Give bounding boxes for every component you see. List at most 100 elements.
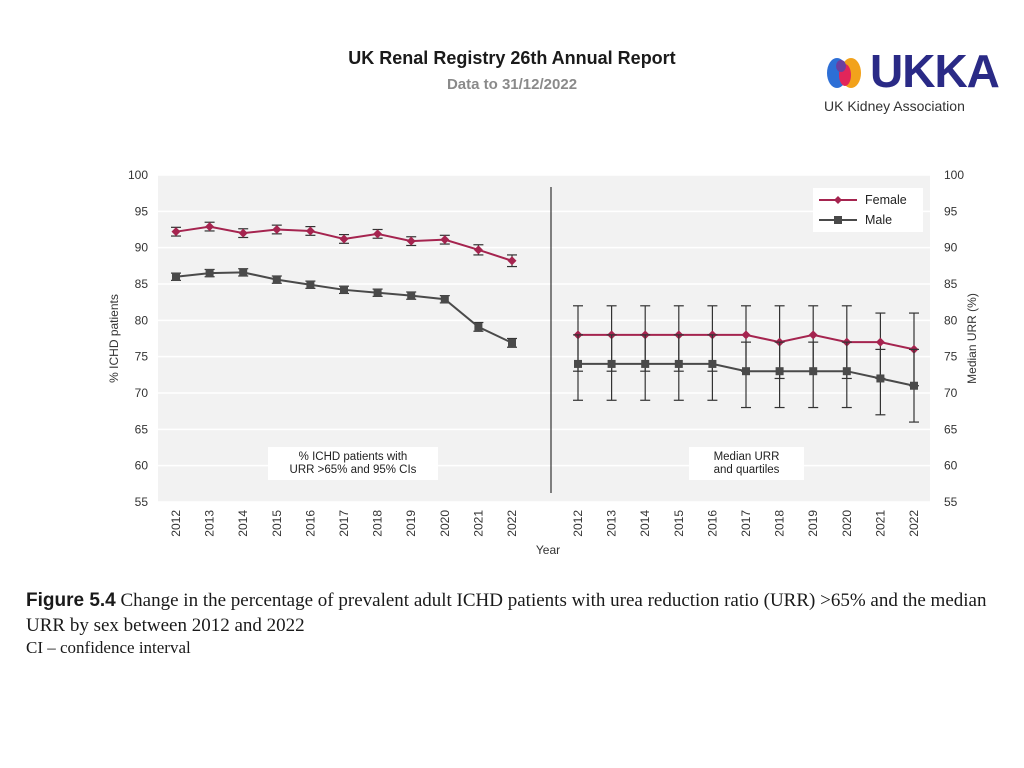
data-point-male <box>674 359 683 368</box>
data-point-female <box>875 337 885 347</box>
y-tick-label-right: 70 <box>944 386 958 400</box>
data-point-male <box>607 359 616 368</box>
y-tick-label-left: 85 <box>135 277 149 291</box>
data-point-male <box>809 367 818 376</box>
y-tick-label-left: 95 <box>135 204 149 218</box>
data-point-female <box>339 234 349 244</box>
data-point-male <box>474 322 483 331</box>
data-point-male <box>440 295 449 304</box>
data-point-female <box>171 227 181 237</box>
x-tick-label: 2019 <box>404 510 418 537</box>
y-tick-label-left: 80 <box>135 313 149 327</box>
data-point-male <box>641 359 650 368</box>
data-point-male <box>306 280 315 289</box>
data-point-female <box>238 228 248 238</box>
x-axis-title: Year <box>536 543 560 557</box>
y-tick-label-right: 75 <box>944 350 958 364</box>
y-tick-label-right: 65 <box>944 422 958 436</box>
x-tick-label: 2017 <box>739 510 753 537</box>
caption-note: CI – confidence interval <box>26 638 191 657</box>
y-tick-label-left: 55 <box>135 495 149 509</box>
legend-box <box>813 188 923 232</box>
x-tick-label: 2018 <box>773 510 787 537</box>
urr-chart: 55 55 60 60 65 65 70 70 75 75 80 80 85 85 90 90 95 95 100 1… <box>107 168 979 557</box>
y-tick-label-right: 55 <box>944 495 958 509</box>
data-point-female <box>205 222 215 232</box>
x-tick-label: 2014 <box>638 510 652 537</box>
x-tick-label: 2022 <box>505 510 519 537</box>
y-tick-label-left: 100 <box>128 168 148 182</box>
data-point-male <box>742 367 750 376</box>
x-tick-label: 2018 <box>371 510 385 537</box>
data-point-male <box>574 359 582 368</box>
logo-wordmark: UKKA <box>870 45 1000 97</box>
x-tick-label: 2017 <box>337 510 351 537</box>
legend-marker-female <box>834 196 842 204</box>
data-point-male <box>842 367 851 376</box>
y-tick-label-left: 70 <box>135 386 149 400</box>
annotation-left-box <box>268 447 438 480</box>
x-tick-label: 2022 <box>907 510 921 537</box>
y-tick-label-left: 75 <box>135 350 149 364</box>
x-tick-label: 2020 <box>840 510 854 537</box>
data-point-female <box>440 235 450 245</box>
data-point-male <box>205 269 214 278</box>
data-point-male <box>172 272 180 281</box>
y-axis-title-left: % ICHD patients <box>107 294 121 383</box>
data-point-male <box>407 291 416 300</box>
y-tick-label-left: 90 <box>135 241 149 255</box>
report-subtitle: Data to 31/12/2022 <box>446 76 578 93</box>
data-point-male <box>876 374 885 383</box>
data-point-male <box>373 288 382 297</box>
legend-label-male: Male <box>865 213 892 227</box>
data-point-male <box>239 268 248 277</box>
y-tick-label-left: 65 <box>135 422 149 436</box>
x-tick-label: 2019 <box>806 510 820 537</box>
annotation-left-text: URR >65% and 95% CIs <box>290 464 417 476</box>
data-point-male <box>910 381 918 390</box>
x-tick-label: 2021 <box>873 510 887 537</box>
x-tick-label: 2016 <box>705 510 719 537</box>
figure-label: Figure 5.4 <box>26 590 116 611</box>
x-tick-label: 2021 <box>471 510 485 537</box>
x-tick-label: 2013 <box>203 510 217 537</box>
annotation-right-text: Median URR <box>714 451 780 463</box>
data-point-male <box>708 359 717 368</box>
legend-marker-male <box>834 216 842 224</box>
data-point-male <box>775 367 784 376</box>
x-tick-label: 2014 <box>236 510 250 537</box>
annotation-right-box <box>689 447 804 480</box>
y-tick-label-left: 60 <box>135 459 149 473</box>
figure-caption-text: Change in the percentage of prevalent ad… <box>26 590 987 636</box>
data-point-female <box>406 236 416 246</box>
ukka-logo: UKKA UK Kidney Association <box>824 45 1000 120</box>
x-tick-label: 2012 <box>571 510 585 537</box>
figure-caption: Figure 5.4 Change in the percentage of p… <box>26 588 1016 638</box>
y-tick-label-right: 100 <box>944 168 964 182</box>
annotation-right-text: and quartiles <box>714 464 780 476</box>
data-point-male <box>508 338 516 347</box>
y-axis-title-right: Median URR (%) <box>965 293 979 384</box>
data-point-female <box>507 256 517 266</box>
x-tick-label: 2013 <box>605 510 619 537</box>
kidney-logo-icon <box>827 58 861 88</box>
y-tick-label-right: 80 <box>944 313 958 327</box>
data-point-female <box>808 330 818 340</box>
y-tick-label-right: 90 <box>944 241 958 255</box>
logo-name: UK Kidney Association <box>824 98 965 114</box>
x-tick-label: 2016 <box>303 510 317 537</box>
annotation-left-text: % ICHD patients with <box>299 451 408 463</box>
x-tick-label: 2020 <box>438 510 452 537</box>
report-title: UK Renal Registry 26th Annual Report <box>348 48 676 68</box>
data-point-male <box>340 285 348 294</box>
y-tick-label-right: 60 <box>944 459 958 473</box>
data-point-female <box>373 229 383 239</box>
data-point-female <box>741 330 751 340</box>
x-tick-label: 2015 <box>270 510 284 537</box>
y-tick-label-right: 85 <box>944 277 958 291</box>
legend-label-female: Female <box>865 193 907 207</box>
x-tick-label: 2015 <box>672 510 686 537</box>
x-tick-label: 2012 <box>169 510 183 537</box>
data-point-male <box>272 275 281 284</box>
data-point-female <box>305 226 315 236</box>
